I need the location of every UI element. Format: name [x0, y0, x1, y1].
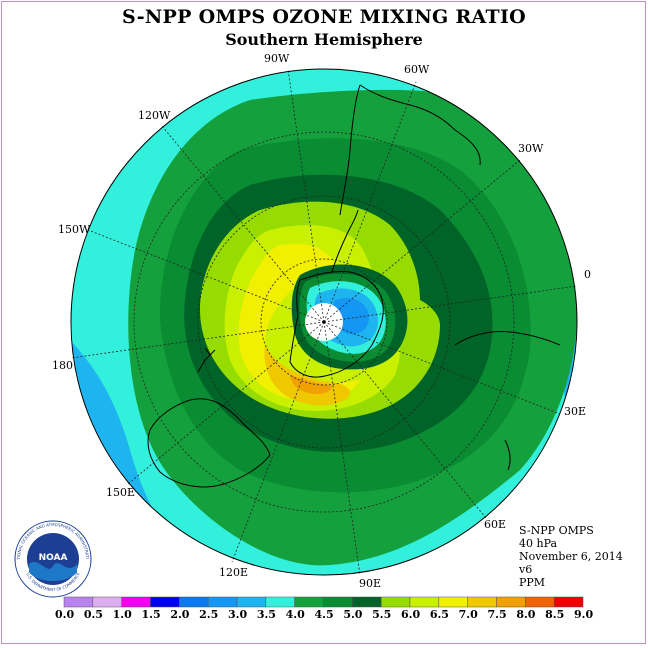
- colorbar-segment: [352, 596, 382, 608]
- info-block: S-NPP OMPS 40 hPa November 6, 2014 v6 PP…: [519, 524, 623, 589]
- colorbar-tick-label: 8.0: [516, 608, 536, 621]
- logo-text: NOAA: [39, 553, 68, 563]
- lon-label-150e: 150E: [106, 486, 136, 499]
- colorbar: [63, 596, 584, 608]
- colorbar-segment: [496, 596, 526, 608]
- colorbar-tick-label: 5.0: [343, 608, 363, 621]
- lon-label-120w: 120W: [138, 109, 171, 122]
- colorbar-segment: [409, 596, 440, 608]
- colorbar-segment: [380, 596, 411, 608]
- colorbar-tick-label: 2.5: [199, 608, 219, 621]
- pole-marker: [322, 320, 326, 324]
- colorbar-segment: [553, 596, 584, 608]
- noaa-logo: NOAA NATIONAL OCEANIC AND ATMOSPHERIC AD…: [14, 520, 92, 598]
- lon-label-90w: 90W: [264, 52, 290, 65]
- new-zealand-coast: [197, 347, 216, 373]
- africa-coast: [454, 331, 561, 346]
- colorbar-segment: [207, 596, 238, 608]
- colorbar-segment: [525, 596, 555, 608]
- colorbar-tick-label: 6.0: [401, 608, 421, 621]
- colorbar-tick-label: 1.0: [112, 608, 132, 621]
- map-boundary: [70, 68, 578, 576]
- colorbar-tick-label: 1.5: [141, 608, 161, 621]
- colorbar-tick-label: 2.0: [170, 608, 190, 621]
- colorbar-tick-label: 8.5: [545, 608, 565, 621]
- colorbar-tick-label: 0.0: [55, 608, 75, 621]
- graticule: [70, 68, 578, 576]
- colorbar-segment: [265, 596, 295, 608]
- ozone-field: [71, 69, 577, 575]
- info-instrument: S-NPP OMPS: [519, 524, 594, 537]
- lon-label-180: 180: [52, 359, 73, 372]
- colorbar-segment: [121, 596, 151, 608]
- map-subtitle: Southern Hemisphere: [225, 30, 423, 49]
- colorbar-segment: [179, 596, 209, 608]
- lon-label-0: 0: [584, 268, 591, 281]
- info-date: November 6, 2014: [519, 550, 623, 563]
- lon-label-30w: 30W: [518, 142, 544, 155]
- colorbar-tick-label: 0.5: [83, 608, 103, 621]
- australia-coast: [147, 398, 271, 488]
- colorbar-segment: [438, 596, 468, 608]
- info-version: v6: [519, 563, 533, 576]
- colorbar-segment: [294, 596, 324, 608]
- madagascar-coast: [504, 439, 511, 471]
- antarctica-coast: [289, 271, 384, 378]
- info-level: 40 hPa: [519, 537, 558, 550]
- lon-label-150w: 150W: [58, 223, 91, 236]
- colorbar-segment: [236, 596, 267, 608]
- lon-label-60e: 60E: [484, 518, 507, 531]
- colorbar-tick-label: 9.0: [574, 608, 594, 621]
- lon-label-30e: 30E: [564, 405, 587, 418]
- colorbar-tick-label: 5.5: [372, 608, 392, 621]
- colorbar-segment: [467, 596, 497, 608]
- coastlines: [147, 84, 561, 488]
- colorbar-tick-label: 6.5: [429, 608, 449, 621]
- colorbar-tick-label: 7.0: [458, 608, 478, 621]
- colorbar-segment: [92, 596, 122, 608]
- lon-label-120e: 120E: [219, 566, 249, 579]
- colorbar-tick-label: 3.5: [256, 608, 276, 621]
- colorbar-segment: [323, 596, 353, 608]
- colorbar-tick-label: 4.5: [314, 608, 334, 621]
- map-title: S-NPP OMPS OZONE MIXING RATIO: [121, 6, 527, 28]
- field-7-5: [290, 375, 333, 394]
- colorbar-tick-label: 3.0: [228, 608, 248, 621]
- colorbar-tick-label: 7.5: [487, 608, 507, 621]
- colorbar-segment: [150, 596, 180, 608]
- lon-label-90e: 90E: [359, 577, 382, 590]
- colorbar-tick-label: 4.0: [285, 608, 305, 621]
- lon-label-60w: 60W: [404, 63, 430, 76]
- info-units: PPM: [519, 576, 546, 589]
- colorbar-segment: [63, 596, 94, 608]
